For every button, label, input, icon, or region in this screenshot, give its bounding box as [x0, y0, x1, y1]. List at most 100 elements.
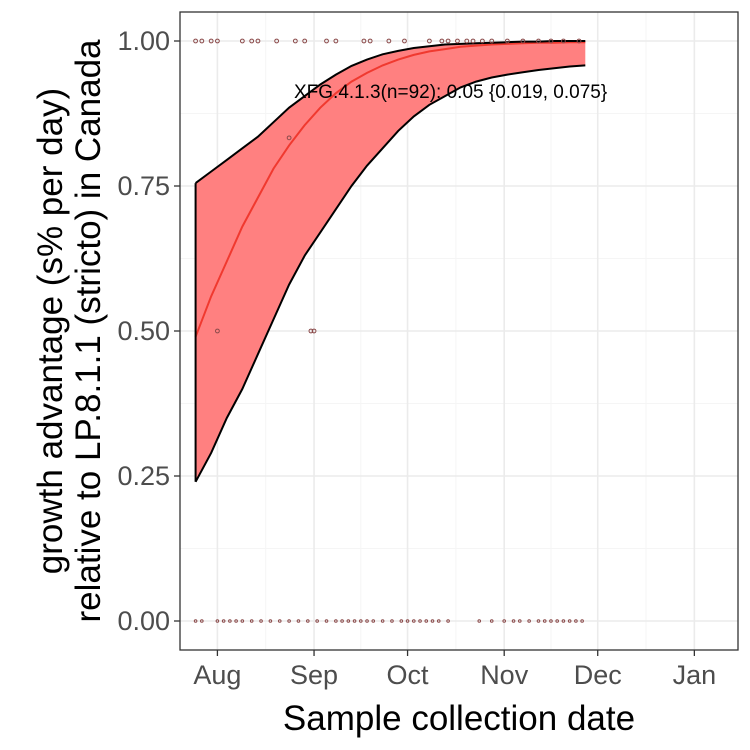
data-point [286, 135, 292, 141]
data-point [277, 619, 282, 623]
data-point [315, 619, 319, 623]
data-point [215, 619, 220, 623]
data-point [536, 38, 541, 44]
data-point [390, 619, 394, 623]
data-point [365, 619, 369, 623]
data-point [436, 619, 441, 623]
data-point [352, 619, 357, 623]
upper-bound-line [195, 40, 586, 184]
x-tick-label: Jan [673, 660, 717, 690]
data-point [200, 619, 204, 623]
data-point [274, 38, 280, 44]
data-point [430, 619, 435, 623]
data-point [424, 619, 429, 623]
data-point [268, 619, 273, 623]
data-point [386, 38, 392, 44]
data-point [405, 619, 410, 623]
data-point [249, 619, 254, 623]
data-point [502, 619, 507, 623]
data-point [371, 619, 376, 623]
data-point [464, 38, 470, 44]
y-tick-label: 0.75 [117, 171, 170, 201]
data-point [418, 619, 422, 623]
data-point [324, 38, 329, 44]
data-point [259, 619, 263, 623]
data-point [477, 619, 482, 623]
data-point [455, 38, 460, 44]
band-layer [194, 40, 586, 483]
data-point [199, 38, 205, 44]
y-tick-label: 0.50 [117, 316, 170, 346]
data-point [240, 619, 245, 623]
data-point [359, 619, 363, 623]
data-point [399, 619, 404, 623]
x-tick-label: Dec [574, 660, 622, 690]
data-point [426, 38, 432, 44]
y-axis-title-line-1: growth advantage (s% per day) [31, 88, 70, 574]
lower-bound-line [194, 64, 586, 483]
data-point [445, 38, 451, 44]
data-point [367, 38, 373, 44]
data-point [208, 38, 214, 44]
data-point [234, 619, 238, 623]
data-point [548, 38, 554, 44]
data-point [549, 619, 553, 623]
y-tick-label: 0.25 [117, 461, 170, 491]
data-point [479, 38, 485, 44]
data-point [346, 619, 351, 623]
data-point [287, 619, 291, 623]
data-point [302, 38, 308, 44]
data-point [470, 38, 476, 44]
data-point [308, 328, 314, 334]
data-point [215, 38, 220, 44]
data-point [411, 619, 416, 623]
data-point [511, 619, 516, 623]
data-point [296, 619, 301, 623]
data-point [504, 38, 510, 44]
annotation-label: XFG.4.1.3(n=92): 0.05 {0.019, 0.075} [294, 82, 607, 103]
data-point [439, 38, 445, 44]
data-point [221, 619, 226, 623]
y-tick-label: 1.00 [117, 26, 170, 56]
data-point [561, 619, 566, 623]
y-axis-title-line-2: relative to LP.8.1.1 (stricto) in Canada [69, 39, 108, 623]
data-point [567, 619, 572, 623]
data-point [574, 619, 578, 623]
data-point [527, 619, 531, 623]
data-point [517, 619, 522, 623]
data-point [520, 38, 526, 44]
grid-layer [180, 12, 738, 650]
x-tick-label: Nov [480, 660, 529, 690]
data-point [228, 619, 232, 623]
data-point [324, 619, 329, 623]
data-point [333, 38, 339, 44]
data-point [542, 619, 547, 623]
fit-line [194, 41, 586, 338]
data-point [249, 38, 255, 44]
data-point [239, 38, 245, 44]
data-point [489, 619, 494, 623]
data-point [446, 619, 450, 623]
data-point [402, 38, 407, 44]
data-point [361, 38, 367, 44]
data-point [580, 619, 584, 623]
x-axis-title: Sample collection date [283, 699, 635, 738]
data-point [193, 619, 198, 623]
ticks-layer: 0.00 0.25 0.50 0.75 1.00 Aug Sep Oct Nov Dec Jan [117, 26, 716, 690]
x-tick-label: Oct [387, 660, 430, 690]
data-point [380, 619, 385, 623]
data-point [561, 38, 566, 44]
data-point [292, 38, 298, 44]
points-layer [193, 38, 584, 623]
data-point [193, 38, 198, 44]
data-point [340, 619, 344, 623]
data-point [306, 619, 310, 623]
data-point [215, 328, 220, 334]
data-point [555, 619, 559, 623]
confidence-band [195, 41, 586, 482]
data-point [334, 619, 338, 623]
y-tick-label: 0.00 [117, 606, 170, 636]
data-point [255, 38, 261, 44]
